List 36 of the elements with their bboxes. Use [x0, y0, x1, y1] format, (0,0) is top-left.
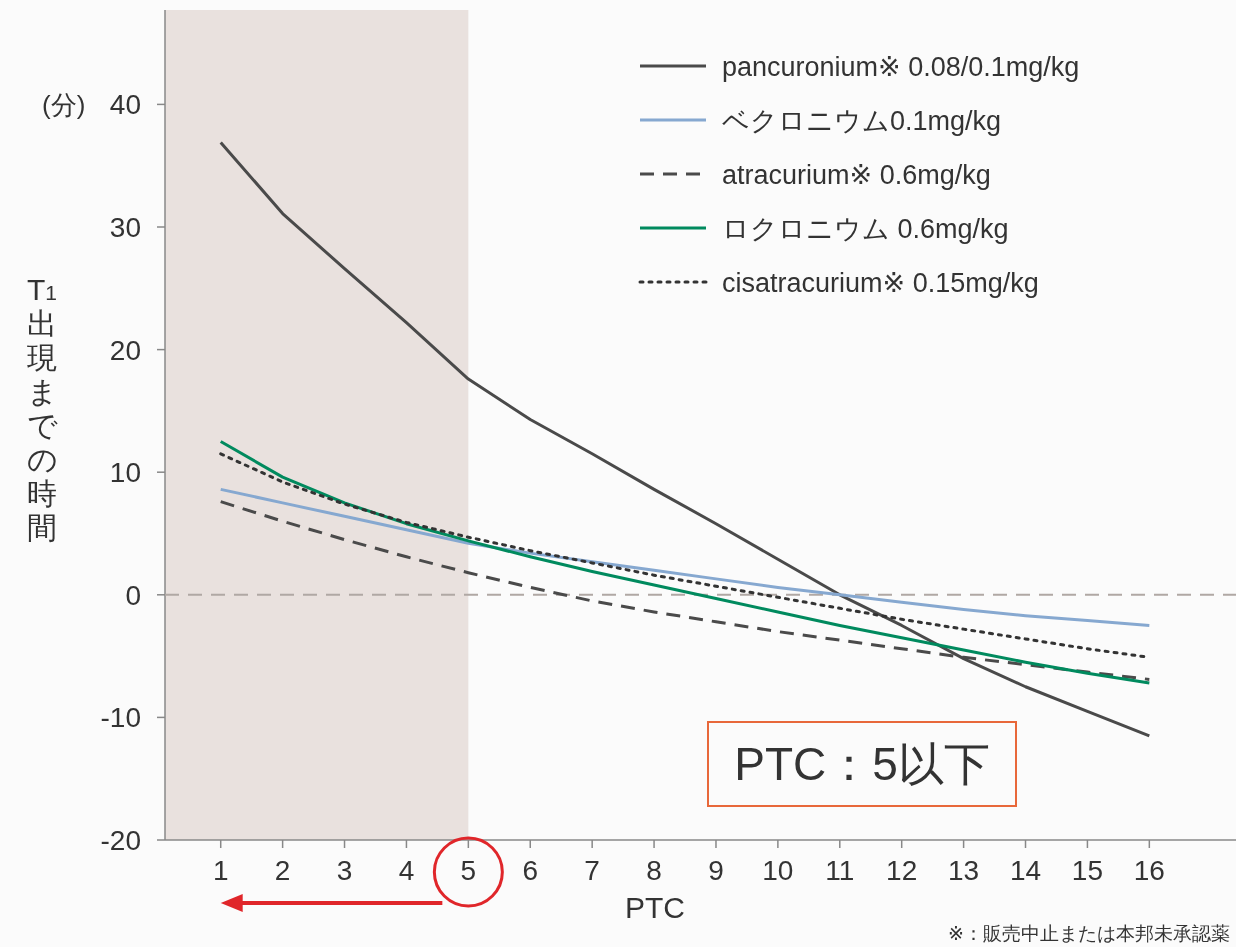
x-tick-label: 4 [398, 855, 415, 886]
legend-label: ロクロニウム 0.6mg/kg [722, 214, 1009, 244]
text: (分) [42, 90, 86, 120]
x-tick-label: 14 [1009, 855, 1042, 886]
x-tick-label: 15 [1071, 855, 1103, 886]
y-tick-label: 0 [125, 579, 141, 611]
line-series [219, 140, 1151, 738]
y-tick-label: 10 [109, 457, 141, 489]
x-tick-label: 9 [708, 855, 724, 886]
y-tick-label: 30 [109, 212, 141, 243]
y-tick-label: -10 [100, 702, 141, 734]
x-tick-label: 10 [762, 855, 794, 886]
x-tick-label: 3 [336, 855, 353, 886]
x-tick-label: 6 [522, 855, 539, 886]
legend-label: pancuronium※ 0.08/0.1mg/kg [722, 52, 1080, 82]
y-tick-label: -20 [100, 825, 141, 856]
y-tick-label: 40 [109, 89, 141, 121]
y-tick-label: 20 [109, 334, 141, 366]
text: ※：販売中止または本邦未承認薬 [948, 923, 1230, 944]
text: T1出現までの時間 [26, 273, 58, 544]
legend-label: ベクロニウム0.1mg/kg [722, 106, 1002, 136]
x-tick-label: 13 [948, 855, 980, 886]
x-tick-label: 5 [460, 855, 477, 886]
x-tick-label: 8 [646, 855, 662, 886]
annotation: PTC：5以下 [734, 738, 990, 790]
x-tick-label: 11 [825, 855, 855, 886]
line-series [219, 487, 1151, 627]
x-tick-label: 2 [274, 855, 291, 886]
line-series [219, 440, 1151, 685]
x-tick-label: 16 [1133, 855, 1165, 886]
x-tick-label: 7 [584, 855, 600, 886]
legend-label: cisatracurium※ 0.15mg/kg [722, 268, 1039, 298]
x-tick-label: 12 [886, 855, 918, 886]
x-axis-title: PTC [625, 891, 685, 924]
x-tick-label: 1 [212, 855, 229, 886]
legend-label: atracurium※ 0.6mg/kg [722, 160, 991, 190]
